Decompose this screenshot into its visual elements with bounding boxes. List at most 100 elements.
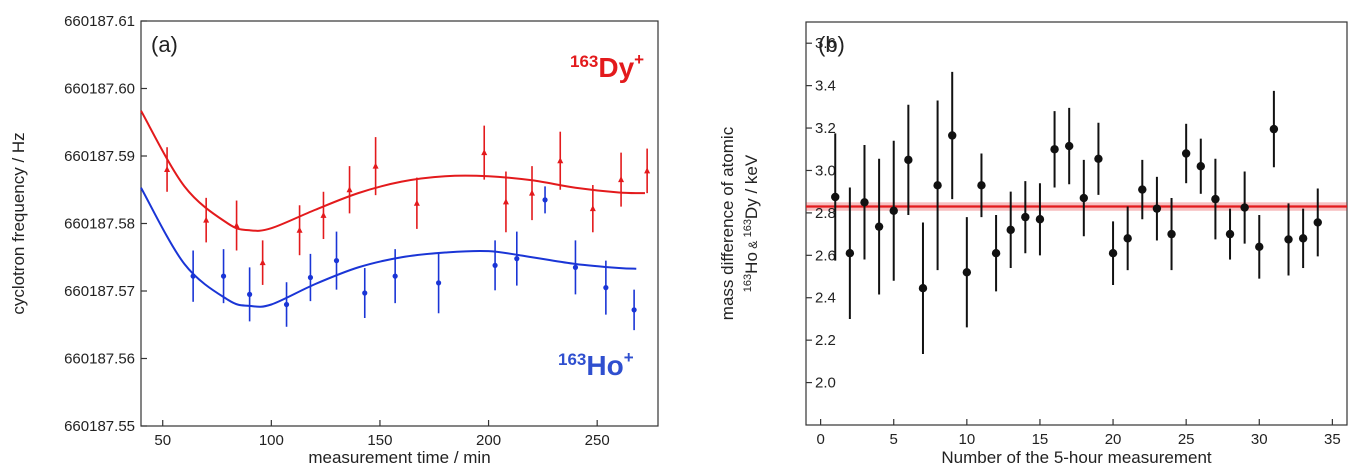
mass-difference-point <box>933 181 942 190</box>
x-tick-label: 35 <box>1324 431 1341 448</box>
y-tick-label: 3.4 <box>815 78 836 95</box>
ho-data-point <box>572 264 579 270</box>
y-tick-label: 660187.56 <box>64 351 135 368</box>
x-tick-label: 15 <box>1032 431 1049 448</box>
x-tick-label: 200 <box>476 432 501 449</box>
mass-difference-point <box>948 131 957 140</box>
panel-b-data-points <box>831 71 1322 354</box>
panel-a-label: (a) <box>151 32 178 57</box>
panel-b-mean-band <box>806 202 1347 211</box>
x-tick-label: 50 <box>154 432 171 449</box>
panel-a: 660187.55 660187.56 660187.57 660187.58 6601… <box>9 13 659 467</box>
ylabel-ho-mass: 163 <box>742 274 754 292</box>
panel-b-plot-frame <box>805 21 1348 426</box>
mass-difference-point <box>1284 235 1293 244</box>
mass-difference-point <box>1225 229 1235 239</box>
ho-data-point <box>190 273 196 279</box>
mass-difference-point <box>1123 234 1132 243</box>
y-tick-label: 2.8 <box>815 205 836 222</box>
y-tick-label: 3.2 <box>815 120 836 137</box>
x-tick-label: 30 <box>1251 431 1268 448</box>
dy-series-label: 163Dy+ <box>570 50 644 83</box>
y-tick-label: 660187.58 <box>64 216 135 233</box>
y-tick-label: 3.6 <box>815 35 836 52</box>
panel-a-x-axis-label: measurement time / min <box>308 448 490 467</box>
ylabel-ho-symbol: Ho <box>742 252 761 274</box>
mass-difference-point <box>845 248 855 258</box>
mass-difference-point <box>1269 124 1279 134</box>
dy-data-point <box>618 176 625 183</box>
mass-difference-point <box>1035 215 1045 224</box>
dy-data-point <box>413 199 420 206</box>
ho-data-point <box>247 291 253 297</box>
dy-data-point <box>481 149 488 156</box>
ho-fit-curve <box>140 187 637 308</box>
y-tick-label: 660187.60 <box>64 81 135 98</box>
panel-b-y-axis-label-line2: 163Ho & 163Dy / keV <box>742 154 761 292</box>
mass-difference-point <box>1006 225 1015 235</box>
x-tick-label: 100 <box>259 432 284 449</box>
ho-label-charge: + <box>624 348 634 367</box>
dy-fit-curve <box>140 110 645 232</box>
ho-series-label: 163Ho+ <box>558 348 634 381</box>
mass-difference-point <box>1108 248 1118 258</box>
ylabel-amp: & <box>746 237 760 252</box>
mass-difference-point <box>977 181 986 190</box>
dy-label-charge: + <box>634 50 644 69</box>
mass-difference-point <box>991 248 1001 258</box>
dy-data-point <box>233 222 240 229</box>
panel-a-y-axis-label: cyclotron frequency / Hz <box>9 132 28 314</box>
ho-data-point <box>392 273 398 279</box>
ho-data-point <box>307 274 314 281</box>
ho-data-point <box>631 307 637 313</box>
panel-a-data-points <box>164 125 651 331</box>
dy-data-point <box>644 167 651 174</box>
panel-b-label: (b) <box>818 32 845 57</box>
mass-difference-point <box>1094 154 1103 164</box>
dy-data-point <box>164 166 171 172</box>
y-tick-label: 660187.55 <box>64 418 135 435</box>
y-tick-label: 660187.57 <box>64 283 135 300</box>
x-tick-label: 25 <box>1178 431 1195 448</box>
ho-label-symbol: Ho <box>586 350 623 381</box>
y-tick-label: 3.0 <box>815 162 836 179</box>
x-tick-label: 250 <box>585 432 610 449</box>
ho-label-mass: 163 <box>558 350 586 369</box>
dy-data-point <box>529 189 536 196</box>
mass-difference-point <box>1240 203 1249 212</box>
ylabel-dy-symbol: Dy <box>742 198 761 219</box>
x-tick-label: 0 <box>816 431 824 448</box>
ho-data-point <box>333 258 340 264</box>
y-tick-label: 2.0 <box>815 375 836 392</box>
x-tick-label: 20 <box>1105 431 1122 448</box>
y-tick-label: 660187.59 <box>64 148 135 165</box>
panel-a-y-axis: 660187.55 660187.56 660187.57 660187.58 6601… <box>64 13 147 435</box>
x-tick-label: 10 <box>958 431 975 448</box>
panel-b-y-axis: 2.0 2.2 2.4 2.6 2.8 3.0 3.2 3.4 3.6 <box>806 35 836 392</box>
ho-data-point <box>436 280 442 286</box>
ho-data-point <box>220 273 227 279</box>
ho-data-point <box>362 290 368 296</box>
panel-b: 2.0 2.2 2.4 2.6 2.8 3.0 3.2 3.4 3.6 0 5 10 15 20 25 30… <box>718 21 1348 467</box>
dy-data-point <box>259 259 266 266</box>
mass-difference-point <box>874 222 884 231</box>
y-tick-label: 2.2 <box>815 332 836 349</box>
panel-b-x-axis-label: Number of the 5-hour measurement <box>941 448 1212 467</box>
x-tick-label: 5 <box>890 431 898 448</box>
mass-difference-point <box>1152 204 1162 213</box>
mass-difference-point <box>1064 141 1074 151</box>
panel-a-fit-curves <box>140 110 645 308</box>
dy-data-point <box>203 216 210 223</box>
mass-difference-point <box>918 283 928 293</box>
ho-data-point <box>283 301 290 308</box>
ho-data-point <box>514 256 520 262</box>
dy-label-symbol: Dy <box>598 52 634 83</box>
dy-data-point <box>296 226 303 233</box>
ho-data-point <box>492 262 498 268</box>
mass-difference-point <box>1298 234 1308 243</box>
ylabel-dy-mass: 163 <box>742 219 754 237</box>
mass-difference-point <box>904 155 913 165</box>
mass-difference-point <box>1196 162 1205 171</box>
